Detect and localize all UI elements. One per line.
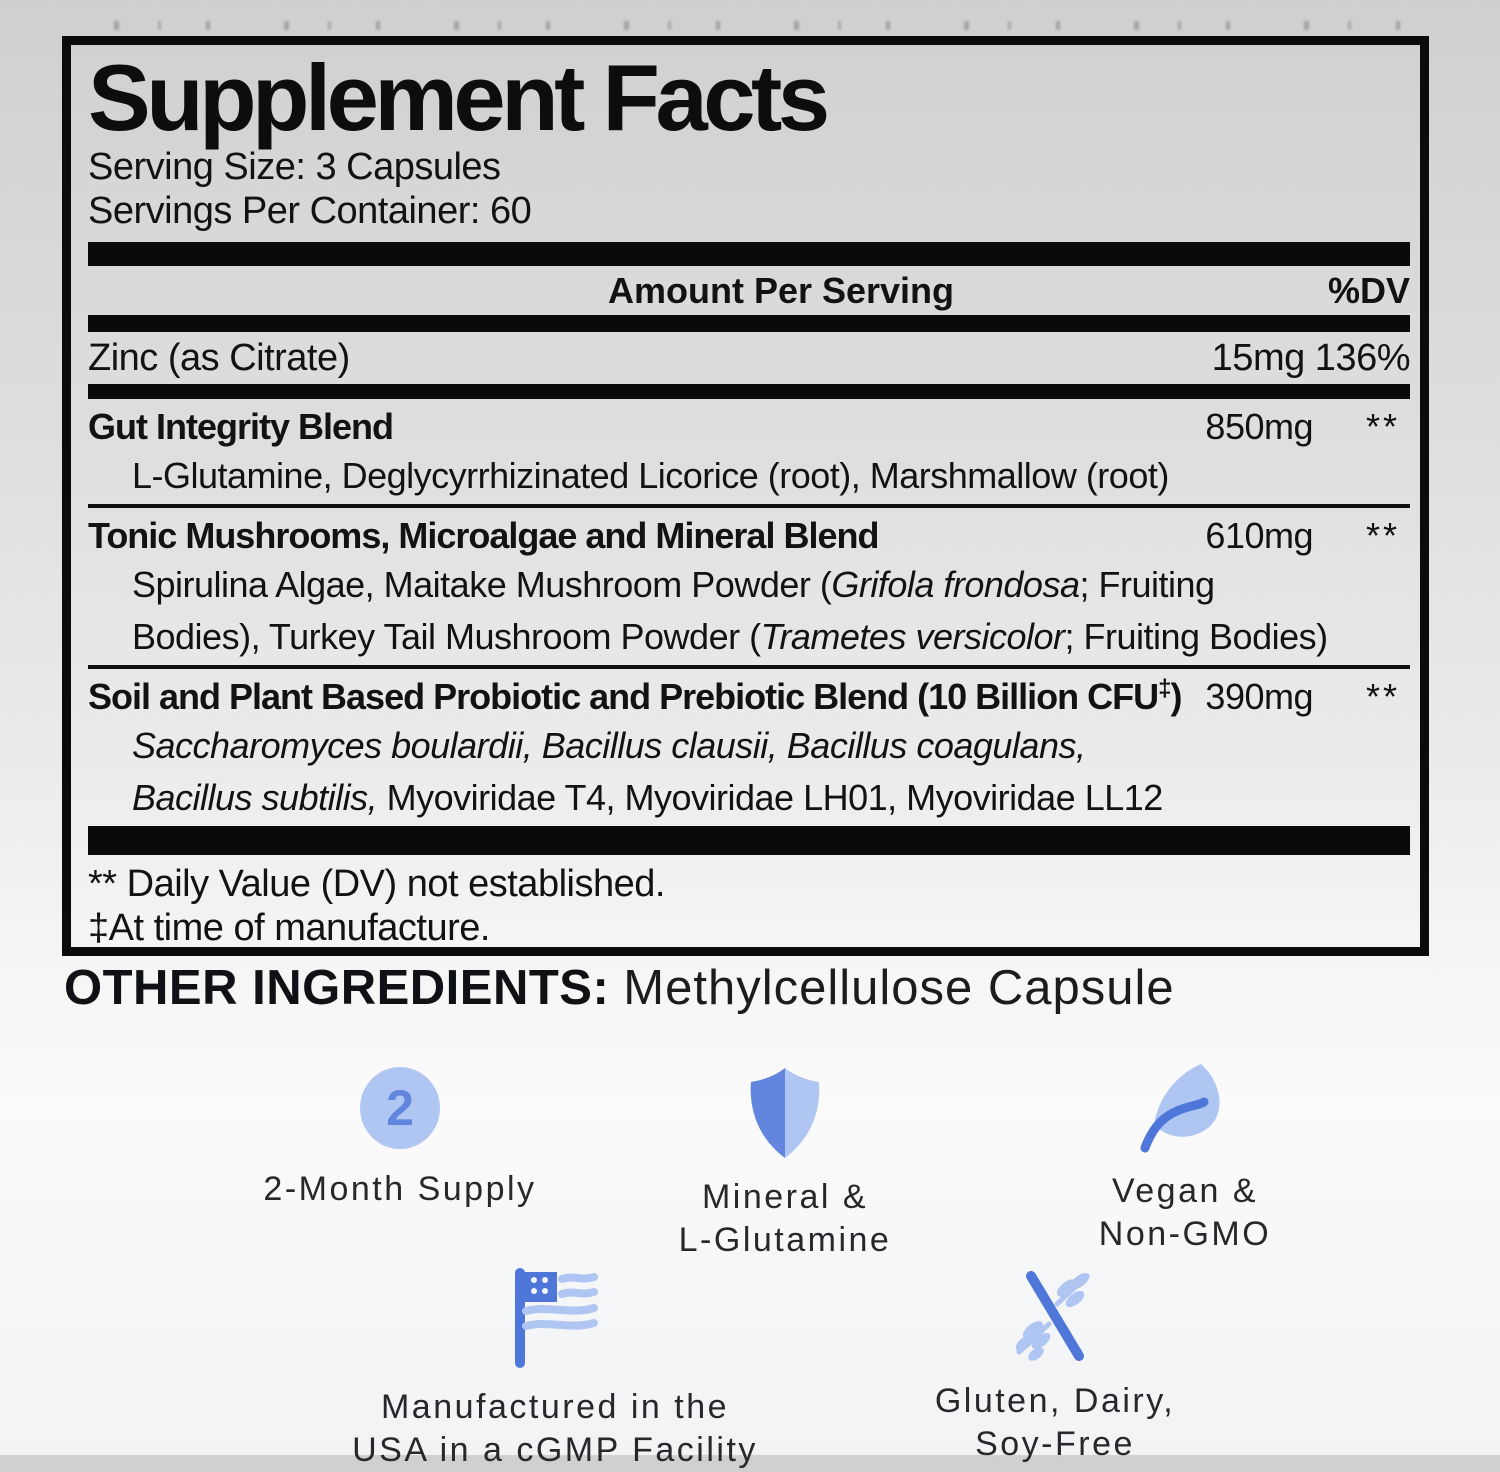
soil-blend-name: Soil and Plant Based Probiotic and Prebi… [88, 675, 1183, 717]
row-separator [88, 665, 1410, 669]
badge-label-group: Gluten, Dairy, Soy-Free [935, 1380, 1175, 1466]
divider-bar-thick-bottom [88, 826, 1410, 855]
table-row-tonic-blend: Tonic Mushrooms, Microalgae and Mineral … [88, 508, 1410, 665]
gut-blend-dv: ** [1365, 406, 1401, 447]
tonic-sub1-latin: Grifola frondosa [831, 564, 1080, 605]
badge-label: Soy-Free [975, 1425, 1135, 1463]
footnote-dv: ** Daily Value (DV) not established. [88, 863, 665, 905]
soil-name-post: ) [1170, 676, 1183, 717]
serving-size: Serving Size: 3 Capsules [88, 146, 501, 188]
shield-icon [750, 1068, 820, 1158]
soil-blend-ingredients-line2: Bacillus subtilis, Myoviridae T4, Myovir… [88, 774, 1410, 826]
tonic-sub2-post: ; Fruiting Bodies) [1064, 616, 1328, 657]
badge-label: Gluten, Dairy, [934, 1382, 1176, 1420]
badge-made-in-usa: Manufactured in the USA in a cGMP Facili… [340, 1266, 770, 1472]
divider-bar-thick [88, 242, 1410, 266]
divider-bar-small [88, 384, 1410, 399]
tonic-blend-amount: 610mg [1205, 515, 1313, 556]
badge-mineral-glutamine: Mineral & L-Glutamine [600, 1066, 970, 1262]
soil-blend-ingredients-line1: Saccharomyces boulardii, Bacillus clausi… [88, 722, 1410, 774]
badge-label: Vegan & [1111, 1172, 1259, 1210]
badge-label: Mineral & [701, 1178, 869, 1216]
leaf-icon [1140, 1064, 1220, 1153]
badge-vegan-non-gmo: Vegan & Non-GMO [1000, 1062, 1370, 1256]
footnotes: ** Daily Value (DV) not established. ‡At… [88, 862, 1410, 949]
panel-title: Supplement Facts [88, 45, 830, 150]
zinc-amount: 15mg [1211, 337, 1306, 379]
tonic-blend-ingredients-line1: Spirulina Algae, Maitake Mushroom Powder… [88, 561, 1410, 613]
soil-name-dagger: ‡ [1158, 675, 1171, 702]
table-row-soil-blend: Soil and Plant Based Probiotic and Prebi… [88, 669, 1410, 826]
tonic-blend-header: Tonic Mushrooms, Microalgae and Mineral … [88, 508, 1410, 561]
row-separator [88, 504, 1410, 508]
badge-label-group: Manufactured in the USA in a cGMP Facili… [352, 1386, 758, 1472]
badge-label: Non-GMO [1098, 1215, 1272, 1253]
soil-blend-dv: ** [1365, 676, 1401, 717]
soil-sub2-rest: Myoviridae T4, Myoviridae LH01, Myovirid… [377, 777, 1164, 818]
photo-crop-remnant [80, 21, 1420, 30]
tonic-blend-ingredients-line2: Bodies), Turkey Tail Mushroom Powder (Tr… [88, 613, 1410, 665]
other-ingredients-label: OTHER INGREDIENTS: [64, 961, 610, 1015]
supplement-facts-panel: Supplement Facts Serving Size: 3 Capsule… [62, 36, 1429, 956]
two-month-supply-icon: 2 [360, 1067, 440, 1149]
gut-blend-amount: 850mg [1205, 406, 1313, 447]
gut-blend-name: Gut Integrity Blend [88, 406, 394, 447]
table-header-row: Amount Per Serving %DV [88, 266, 1410, 315]
zinc-dv: 136% [1314, 337, 1411, 379]
tonic-blend-dv: ** [1365, 515, 1401, 556]
soil-blend-header: Soil and Plant Based Probiotic and Prebi… [88, 669, 1410, 722]
gut-blend-header: Gut Integrity Blend 850mg ** [88, 399, 1410, 452]
servings-per-container: Servings Per Container: 60 [88, 190, 532, 232]
badge-two-month-supply: 2 2-Month Supply [220, 1066, 580, 1211]
badge-label-group: Vegan & Non-GMO [1099, 1170, 1271, 1256]
supply-number: 2 [386, 1080, 414, 1136]
soil-sub1-latin: Saccharomyces boulardii, Bacillus clausi… [132, 725, 1086, 766]
no-gluten-icon [1015, 1271, 1090, 1361]
badge-label: 2-Month Supply [263, 1170, 537, 1208]
badge-label-group: Mineral & L-Glutamine [679, 1176, 892, 1262]
badge-allergen-free: Gluten, Dairy, Soy-Free [840, 1268, 1270, 1466]
soil-name-pre: Soil and Plant Based Probiotic and Prebi… [88, 676, 1159, 717]
badge-label: L-Glutamine [678, 1221, 892, 1259]
other-ingredients-line: OTHER INGREDIENTS: Methylcellulose Capsul… [64, 960, 1175, 1016]
tonic-sub2-latin: Trametes versicolor [760, 616, 1065, 657]
divider-bar-medium [88, 315, 1410, 332]
soil-blend-amount: 390mg [1205, 676, 1313, 717]
zinc-name: Zinc (as Citrate) [88, 337, 350, 379]
tonic-sub1-post: ; Fruiting [1079, 564, 1215, 605]
tonic-sub2-pre: Bodies), Turkey Tail Mushroom Powder ( [132, 616, 761, 657]
badge-label: USA in a cGMP Facility [352, 1431, 758, 1469]
footnote-manufacture: ‡At time of manufacture. [88, 907, 490, 949]
tonic-blend-name: Tonic Mushrooms, Microalgae and Mineral … [88, 515, 879, 556]
percent-dv-header: %DV [1327, 270, 1410, 311]
gut-blend-ingredients: L-Glutamine, Deglycyrrhizinated Licorice… [132, 455, 1169, 496]
zinc-values: 15mg 136% [1211, 332, 1411, 384]
table-row-gut-blend: Gut Integrity Blend 850mg ** L-Glutamine… [88, 399, 1410, 504]
usa-flag-icon [515, 1268, 598, 1368]
table-row-zinc: Zinc (as Citrate) 15mg 136% [88, 332, 1411, 384]
badge-label: Manufactured in the [380, 1388, 730, 1426]
other-ingredients-value: Methylcellulose Capsule [623, 961, 1175, 1015]
tonic-sub1-pre: Spirulina Algae, Maitake Mushroom Powder… [132, 564, 832, 605]
soil-sub2-latin: Bacillus subtilis, [132, 777, 378, 818]
amount-per-serving-header: Amount Per Serving [607, 270, 955, 311]
